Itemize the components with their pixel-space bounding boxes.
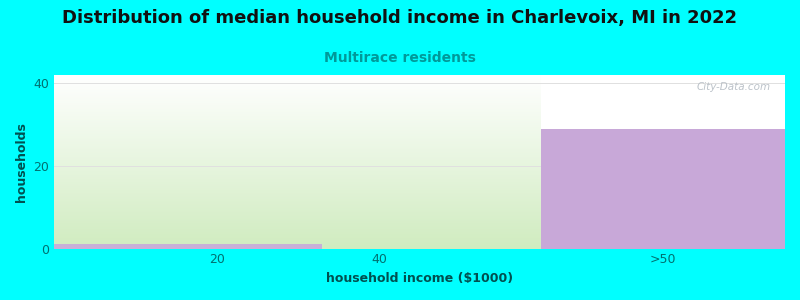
X-axis label: household income ($1000): household income ($1000) (326, 272, 514, 285)
Y-axis label: households: households (15, 122, 28, 202)
Text: City-Data.com: City-Data.com (696, 82, 770, 92)
Bar (54, 244, 322, 249)
Bar (542, 129, 785, 249)
Text: Multirace residents: Multirace residents (324, 51, 476, 65)
Text: Distribution of median household income in Charlevoix, MI in 2022: Distribution of median household income … (62, 9, 738, 27)
